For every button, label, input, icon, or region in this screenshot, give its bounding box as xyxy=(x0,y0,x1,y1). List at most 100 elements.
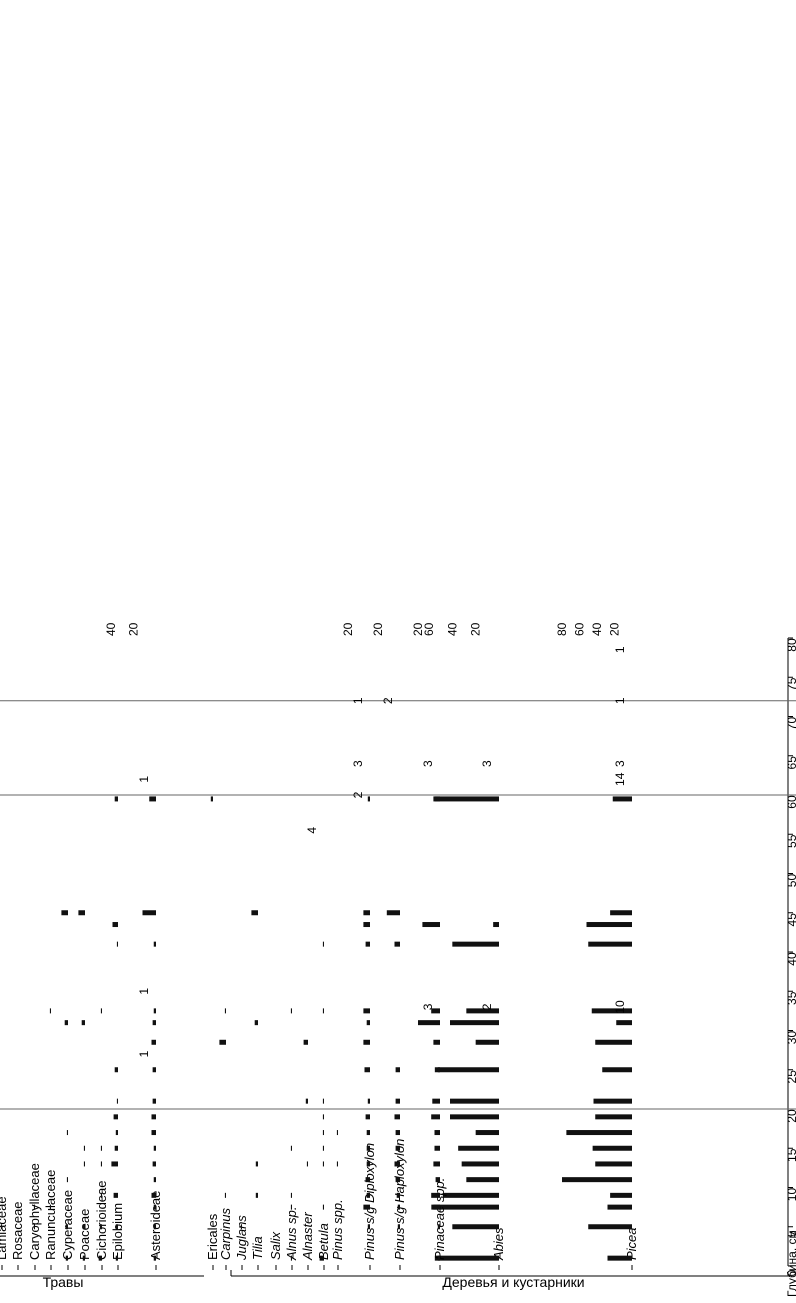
taxon-label: Pinaceae spp. xyxy=(432,1178,447,1260)
depth-axis-tick-label: 80 xyxy=(785,638,796,652)
taxon-label: Betula xyxy=(316,1223,331,1260)
taxon-bar xyxy=(434,1067,500,1073)
taxon-bar xyxy=(83,1145,86,1151)
taxon-bar xyxy=(113,1114,118,1120)
taxon-label: Ranunculaceae xyxy=(43,1170,58,1260)
taxon-label: Picea xyxy=(624,1227,639,1260)
taxon-bar xyxy=(322,941,324,947)
taxon-bar xyxy=(336,1130,338,1136)
taxon-bar xyxy=(395,1067,401,1073)
taxon-label: Cichorioideae xyxy=(94,1181,109,1261)
taxon-bar xyxy=(458,1145,499,1151)
taxon-bar xyxy=(431,1114,441,1120)
taxon-bar xyxy=(83,1161,86,1167)
taxon-bar xyxy=(366,1145,371,1151)
taxon-bar xyxy=(319,1255,325,1261)
taxon-bar xyxy=(437,1067,440,1073)
taxon-scale-tick: 60 xyxy=(573,622,587,636)
taxon-bar xyxy=(322,1161,324,1167)
taxon-bar xyxy=(33,1224,36,1230)
taxon-bar xyxy=(433,1204,440,1210)
taxon-bar xyxy=(255,1192,259,1198)
depth-axis-tick-label: 55 xyxy=(785,834,796,848)
taxon-bar xyxy=(114,796,118,802)
taxon-bar xyxy=(290,1008,292,1014)
taxon-bar xyxy=(210,796,214,802)
depth-axis-tick-label: 50 xyxy=(785,874,796,888)
taxon-bar xyxy=(290,1192,292,1198)
taxon-bar xyxy=(595,1039,632,1045)
taxon-bar xyxy=(435,1177,441,1183)
taxon-bar xyxy=(452,941,500,947)
taxon-scale-tick: 20 xyxy=(127,622,141,636)
taxon-bar xyxy=(610,910,632,916)
taxon-bar xyxy=(434,1145,440,1151)
taxon-bar xyxy=(322,1008,324,1014)
taxon-bar xyxy=(452,1224,500,1230)
taxon-bar xyxy=(363,910,370,916)
taxon-bar xyxy=(114,1145,118,1151)
taxon-bar xyxy=(366,1192,371,1198)
taxon-bar xyxy=(418,1020,440,1026)
taxon-bar xyxy=(64,1020,68,1026)
taxon-bar xyxy=(65,1224,69,1230)
taxon-bar xyxy=(251,910,258,916)
taxon-label: Poaceae xyxy=(77,1209,92,1260)
taxon-bar xyxy=(82,1224,86,1230)
taxon-bar xyxy=(461,1161,499,1167)
taxon-bar xyxy=(0,1224,2,1230)
taxon-bar xyxy=(255,1161,259,1167)
taxon-note-value: 4 xyxy=(305,827,319,834)
taxon-note-value: 2 xyxy=(351,791,365,798)
taxon-bar xyxy=(475,1130,499,1136)
taxon-label: Salix xyxy=(268,1231,283,1260)
taxon-bar xyxy=(142,910,156,916)
taxon-bar xyxy=(219,1039,226,1045)
taxon-bar xyxy=(394,941,400,947)
taxon-bar xyxy=(322,1130,324,1136)
taxon-bar xyxy=(366,1020,371,1026)
taxon-bar xyxy=(98,1255,102,1261)
taxon-bar xyxy=(395,1177,401,1183)
taxon-bar xyxy=(450,1114,499,1120)
taxon-bar xyxy=(116,941,119,947)
taxon-bar xyxy=(303,1039,309,1045)
taxon-label: Alnus sp. xyxy=(284,1207,299,1261)
taxon-bar xyxy=(99,1224,103,1230)
taxon-bar xyxy=(616,1020,632,1026)
taxon-bar xyxy=(61,910,69,916)
taxon-label: Rosaceae xyxy=(10,1201,25,1260)
taxon-bar xyxy=(151,1130,156,1136)
taxon-bar xyxy=(437,1255,440,1261)
taxon-scale-tick: 20 xyxy=(341,622,355,636)
taxon-bar xyxy=(363,1008,370,1014)
taxon-scale-tick: 20 xyxy=(411,622,425,636)
taxon-bar xyxy=(153,1145,156,1151)
taxon-bar xyxy=(114,1067,118,1073)
taxon-bar xyxy=(151,1039,156,1045)
taxon-bar xyxy=(290,1255,292,1261)
taxon-label: Pinus s/g Diploxylon xyxy=(362,1143,377,1260)
taxon-bar xyxy=(395,1145,401,1151)
taxon-label: Tilia xyxy=(250,1236,265,1260)
taxon-bar xyxy=(588,941,632,947)
taxon-bar xyxy=(434,796,500,802)
taxon-bar xyxy=(151,1192,156,1198)
taxon-bar xyxy=(433,1039,440,1045)
taxon-bar xyxy=(363,1204,370,1210)
taxon-bar xyxy=(306,1161,308,1167)
taxon-bar xyxy=(431,1008,441,1014)
taxon-bar xyxy=(111,1161,119,1167)
depth-axis-tick-label: 40 xyxy=(785,952,796,966)
taxon-label: Carpinus xyxy=(218,1207,233,1260)
taxon-note-value: 14 xyxy=(613,772,627,786)
taxon-bar xyxy=(595,1161,632,1167)
taxon-bar xyxy=(422,922,440,928)
taxon-bar xyxy=(394,1114,400,1120)
taxon-bar xyxy=(254,1020,258,1026)
depth-axis-tick-label: 5 xyxy=(785,1230,796,1237)
taxon-bar xyxy=(466,1177,500,1183)
depth-axis-tick-label: 15 xyxy=(785,1148,796,1162)
taxon-bar xyxy=(434,1130,440,1136)
taxon-scale-tick: 40 xyxy=(104,622,118,636)
